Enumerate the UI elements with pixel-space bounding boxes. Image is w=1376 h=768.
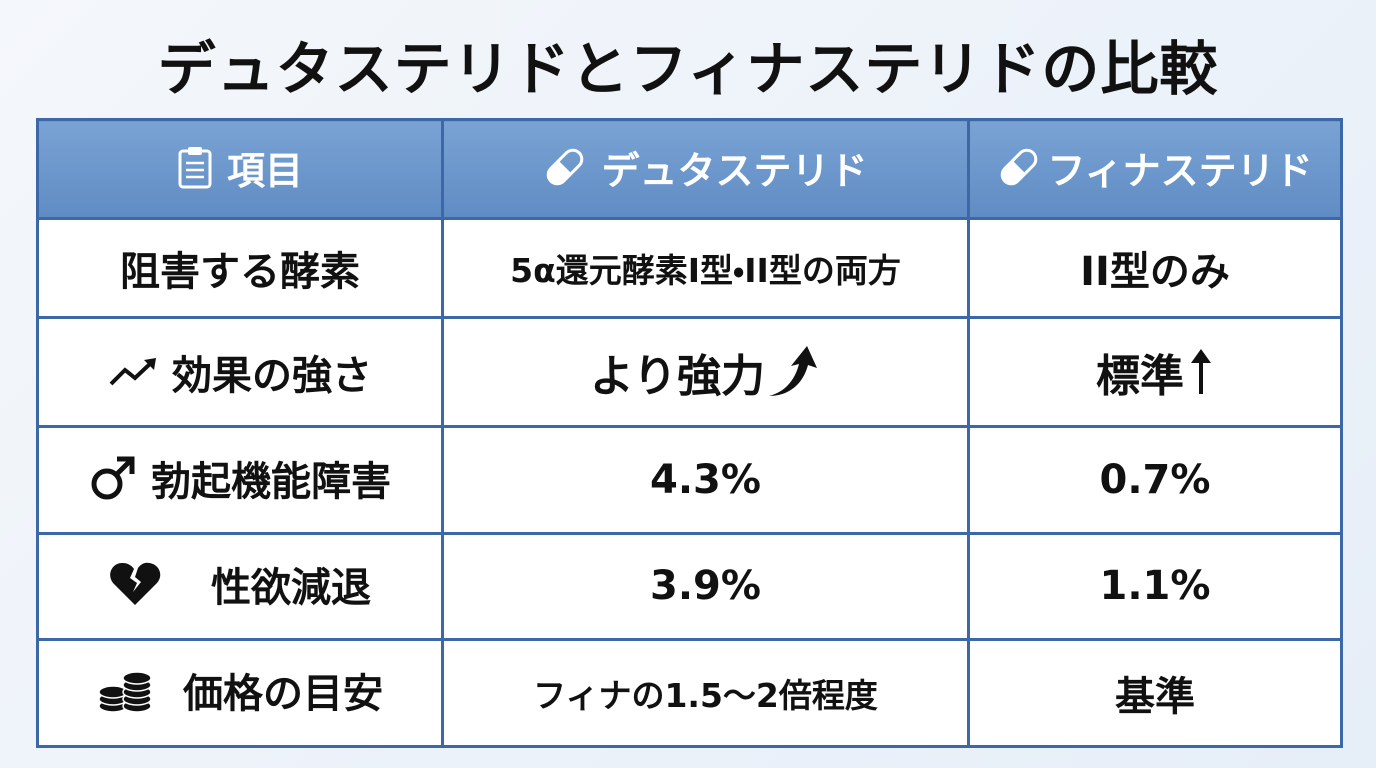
header-text: デュタステリド xyxy=(601,148,868,193)
cell-text: 1.1% xyxy=(1099,563,1211,610)
cell: II型のみ xyxy=(967,216,1343,320)
header-cell: デュタステリド xyxy=(441,118,970,220)
cell-text: 0.7% xyxy=(1099,457,1211,504)
row-label: 阻害する酵素 xyxy=(36,216,444,320)
cell-text: 価格の目安 xyxy=(183,671,383,718)
header-row: 項目 デュタステリド フィナステリド xyxy=(36,118,1343,220)
cell: フィナの1.5〜2倍程度 xyxy=(441,637,970,749)
cell-text: 4.3% xyxy=(650,457,761,504)
cell: 0.7% xyxy=(967,424,1343,536)
row-label: 効果の強さ xyxy=(36,316,444,428)
table-row: 価格の目安 フィナの1.5〜2倍程度 基準 xyxy=(36,637,1343,749)
table-row: 効果の強さ より強力 標準 xyxy=(36,316,1343,428)
up-arrow-icon xyxy=(769,346,818,397)
cell-text: 勃起機能障害 xyxy=(151,458,391,505)
clipboard-icon xyxy=(178,147,212,189)
cell-text: II型のみ xyxy=(1080,249,1230,296)
cell: 4.3% xyxy=(441,424,970,536)
cell: より強力 xyxy=(441,316,970,428)
header-cell: フィナステリド xyxy=(967,118,1343,220)
cell: 5α還元酵素I型・II型の両方 xyxy=(441,216,970,320)
comparison-table: 項目 デュタステリド フィナステリド 阻害する酵素 5α還元酵素I型・II型の両… xyxy=(36,118,1343,749)
capsule-icon xyxy=(547,148,584,186)
cell: 1.1% xyxy=(967,532,1343,641)
row-label: 価格の目安 xyxy=(36,637,444,749)
cell-text: 3.9% xyxy=(650,563,761,610)
cell-text: 性欲減退 xyxy=(211,565,371,612)
coins-icon xyxy=(98,671,152,714)
cell: 基準 xyxy=(967,637,1343,749)
cell-text: 阻害する酵素 xyxy=(120,249,360,296)
title: デュタステリドとフィナステリドの比較 xyxy=(157,35,1219,103)
cell-text: 基準 xyxy=(1115,673,1195,720)
row-label: 性欲減退 xyxy=(36,532,444,641)
table-row: 阻害する酵素 5α還元酵素I型・II型の両方 II型のみ xyxy=(36,216,1343,320)
capsule-icon xyxy=(1001,148,1038,186)
header-text: 項目 xyxy=(226,148,303,193)
header-text: フィナステリド xyxy=(1047,148,1313,193)
male-icon xyxy=(91,456,135,500)
cell: 標準 xyxy=(967,316,1343,428)
table-row: 性欲減退 3.9% 1.1% xyxy=(36,532,1343,641)
cell-text: 5α還元酵素I型・II型の両方 xyxy=(510,251,901,291)
header-cell: 項目 xyxy=(36,118,444,220)
cell-text: 効果の強さ xyxy=(172,353,372,400)
cell-text: 標準 xyxy=(1096,351,1184,403)
cell-text: フィナの1.5〜2倍程度 xyxy=(533,675,878,715)
broken-heart-icon xyxy=(110,563,161,606)
table-row: 勃起機能障害 4.3% 0.7% xyxy=(36,424,1343,536)
trend-icon xyxy=(109,358,156,386)
cell-text: より強力 xyxy=(589,351,766,403)
up-arrow-icon xyxy=(1191,349,1211,395)
cell: 3.9% xyxy=(441,532,970,641)
row-label: 勃起機能障害 xyxy=(36,424,444,536)
